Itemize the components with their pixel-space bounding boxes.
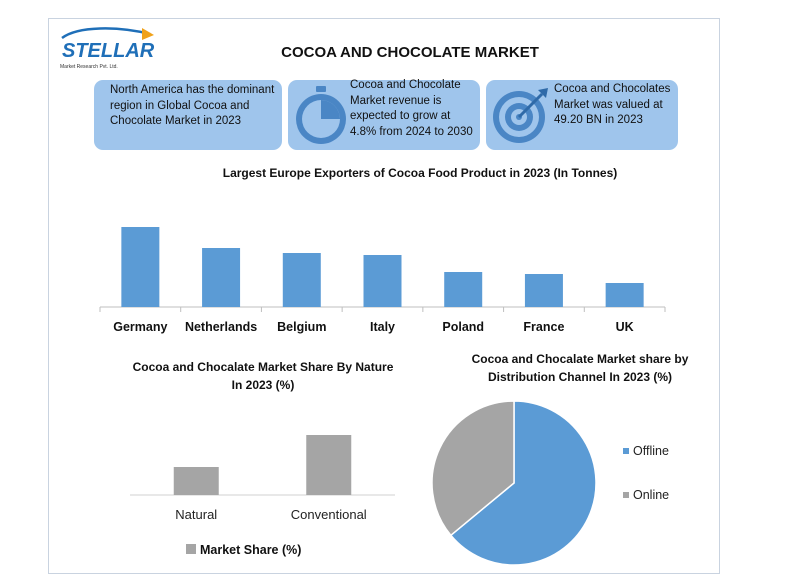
bar-natural (173, 467, 219, 495)
tick-label: Poland (442, 320, 484, 334)
exporters-chart-title: Largest Europe Exporters of Cocoa Food P… (222, 166, 618, 180)
logo-text: STELLAR (62, 40, 155, 62)
legend-swatch-online (623, 492, 629, 498)
stopwatch-icon (296, 86, 346, 144)
info-box-text: Cocoa and Chocolates Market was valued a… (554, 83, 671, 126)
legend-swatch (186, 544, 196, 554)
tick-label: Natural (175, 507, 217, 522)
bar-italy (363, 255, 402, 307)
info-box-region: North America has the dominant region in… (94, 80, 282, 150)
info-box-text: North America has the dominant region in… (110, 84, 275, 127)
pie-slice-offline (449, 400, 597, 566)
stellar-logo: STELLAR Market Research Pvt. Ltd. (60, 27, 155, 70)
info-box-text: Cocoa and Chocolate Market revenue is ex… (350, 79, 473, 138)
bar-belgium (282, 253, 321, 307)
logo-subtext: Market Research Pvt. Ltd. (60, 64, 118, 70)
tick-label: France (523, 320, 564, 334)
legend-label: Online (633, 488, 669, 502)
bar-uk (605, 283, 644, 307)
tick-label: Belgium (277, 320, 326, 334)
info-box-valuation: Cocoa and Chocolates Market was valued a… (486, 80, 678, 150)
tick-label: Germany (113, 320, 167, 334)
bar-france (524, 274, 563, 307)
tick-label: Italy (370, 320, 395, 334)
nature-chart-title: Cocoa and Chocalate Market Share By Natu… (132, 360, 394, 392)
bar-poland (444, 272, 483, 307)
bar-germany (121, 227, 160, 307)
info-box-growth: Cocoa and Chocolate Market revenue is ex… (288, 79, 480, 150)
tick-label: Netherlands (185, 320, 257, 334)
pie-slice-online (431, 400, 515, 537)
legend-label: Market Share (%) (200, 543, 301, 557)
page-title: COCOA AND CHOCOLATE MARKET (281, 44, 539, 61)
bar-netherlands (202, 248, 241, 307)
target-icon (493, 88, 548, 143)
distribution-chart-title: Cocoa and Chocalate Market share by Dist… (471, 352, 689, 384)
legend-label: Offline (633, 444, 669, 458)
tick-label: UK (616, 320, 634, 334)
legend-swatch-offline (623, 448, 629, 454)
tick-label: Conventional (291, 507, 367, 522)
bar-conventional (306, 435, 352, 495)
